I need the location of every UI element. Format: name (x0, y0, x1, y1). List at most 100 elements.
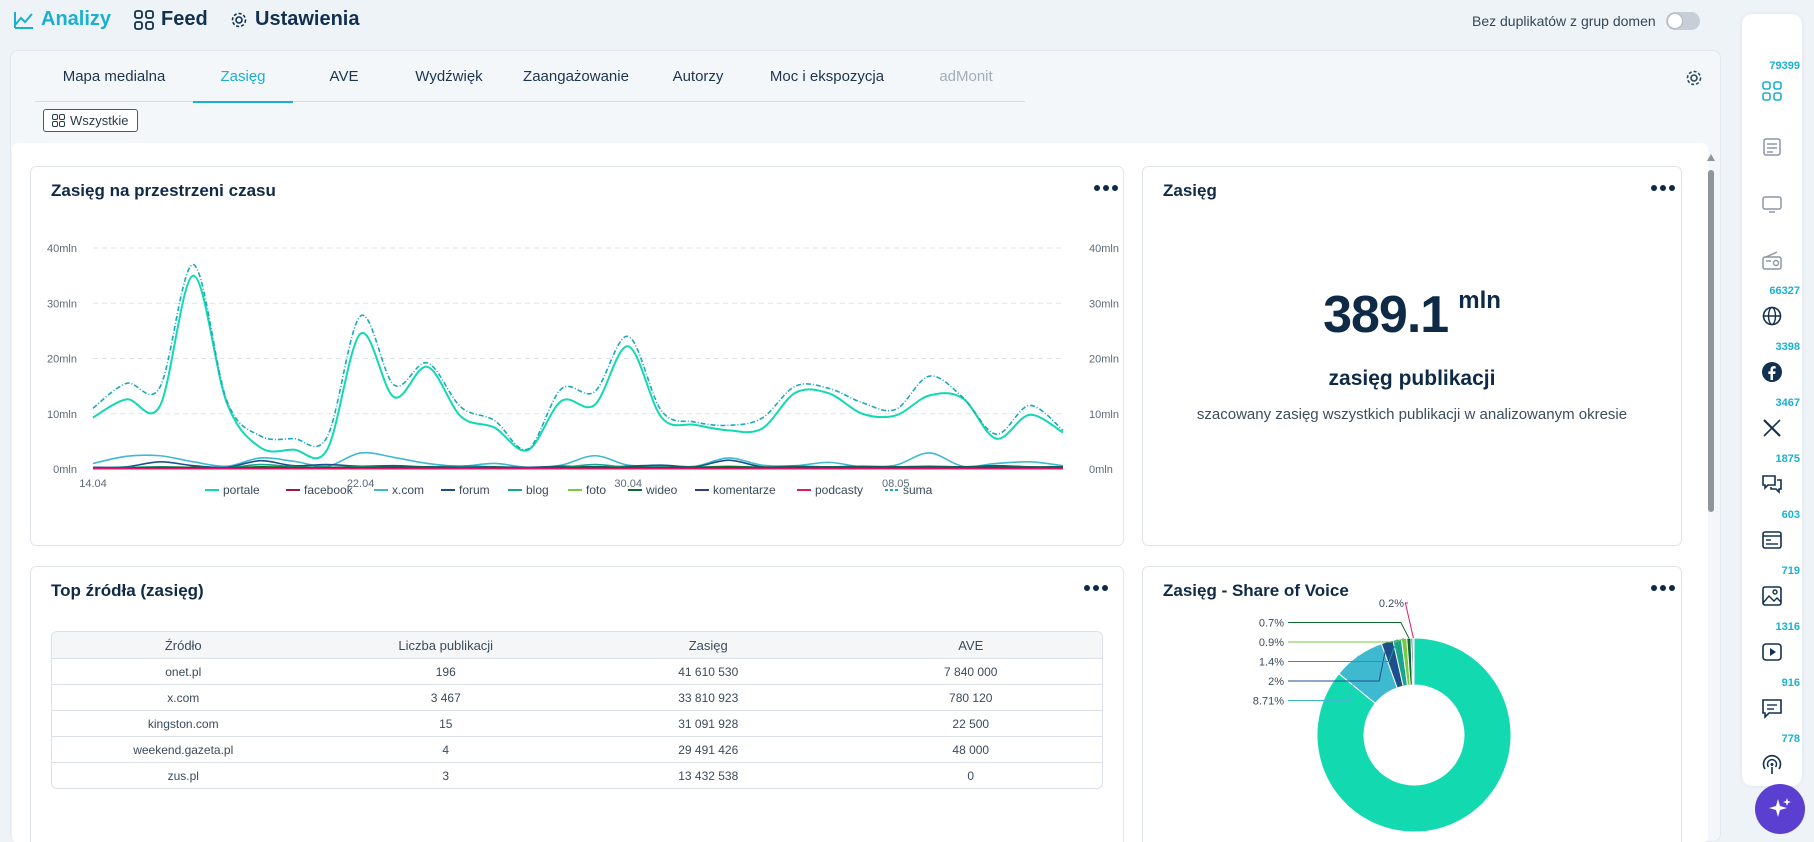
tab-authors[interactable]: Autorzy (672, 68, 724, 85)
nav-feed[interactable]: Feed (134, 8, 208, 31)
sidebar-count: 778 (1781, 733, 1800, 745)
reach-value: 389.1 mln (1143, 285, 1681, 345)
table-cell: 0 (967, 768, 975, 783)
gear-icon[interactable] (1685, 69, 1703, 87)
tv-icon (1762, 196, 1782, 213)
tab-sentiment[interactable]: Wydźwięk (415, 68, 483, 85)
tab-admonit[interactable]: adMonit (939, 68, 993, 85)
grid-icon (1762, 81, 1782, 101)
x-tick-label: 30.04 (614, 478, 642, 490)
slice-label-connector (1288, 655, 1359, 701)
reach-over-time-card: Zasięg na przestrzeni czasu 0mln 0mln 10ml… (30, 166, 1124, 546)
legend-label: wideo (645, 483, 678, 497)
sidebar-count: 719 (1781, 565, 1800, 577)
source-type-sidebar: 79399 66327 3398 3467 1875 603 719 1316 … (1742, 0, 1814, 842)
table-row[interactable]: zus.pl 3 13 432 538 0 (52, 762, 1102, 788)
legend-label: facebook (304, 483, 354, 497)
chat-bubbles-icon (1762, 475, 1782, 494)
slice-label: 1.4% (1259, 657, 1284, 669)
more-options-icon[interactable] (1094, 185, 1118, 191)
tab-ave[interactable]: AVE (329, 68, 359, 85)
table-cell: 780 120 (949, 690, 993, 705)
reach-unit: mln (1458, 287, 1501, 314)
scroll-up-icon[interactable] (1707, 152, 1715, 162)
table-row[interactable]: kingston.com 15 31 091 928 22 500 (52, 710, 1102, 736)
filter-chip-all[interactable]: Wszystkie (43, 109, 138, 132)
sidebar-count: 79399 (1769, 60, 1800, 72)
table-cell: 7 840 000 (944, 664, 998, 679)
nav-settings-label: Ustawienia (255, 8, 360, 30)
table-row[interactable]: weekend.gazeta.pl 4 29 491 426 48 000 (52, 736, 1102, 762)
legend-label: foto (586, 483, 606, 497)
nav-analytics[interactable]: Analizy (14, 8, 111, 31)
table-cell: weekend.gazeta.pl (133, 742, 234, 757)
sidebar-count: 3467 (1775, 397, 1800, 409)
card-title: Zasięg na przestrzeni czasu (51, 181, 276, 200)
more-options-icon[interactable] (1084, 585, 1108, 591)
y-tick-label-left: 0mln (53, 464, 77, 476)
ai-assistant-button[interactable] (1755, 784, 1805, 834)
table-cell: 48 000 (952, 742, 990, 757)
facebook-icon (1762, 362, 1782, 382)
tab-power-exposure[interactable]: Moc i ekspozycja (769, 68, 885, 85)
filter-chip-label: Wszystkie (70, 113, 129, 128)
radio-icon (1762, 251, 1782, 270)
x-tick-label: 08.05 (882, 478, 910, 490)
table-cell: 4 (442, 742, 450, 757)
reach-line-chart: 0mln 0mln 10mln 10mln 20mln 20mln 30mln 30mln 40… (47, 243, 1119, 497)
series-line-portale (92, 274, 1064, 460)
legend-label: portale (223, 483, 260, 497)
column-header[interactable]: AVE (958, 637, 984, 653)
y-tick-label-right: 20mln (1089, 354, 1119, 366)
y-tick-label-left: 30mln (47, 298, 77, 310)
sidebar-card (1742, 14, 1802, 786)
gear-icon (231, 12, 247, 27)
analytics-panel: Mapa medialna Zasięg AVE Wydźwięk Zaanga… (10, 50, 1721, 842)
column-header[interactable]: Zasięg (688, 637, 728, 653)
tab-reach[interactable]: Zasięg (193, 51, 293, 103)
newspaper-icon (1763, 138, 1781, 156)
column-header[interactable]: Liczba publikacji (398, 637, 494, 653)
slice-label: 0.7% (1259, 618, 1284, 630)
image-icon (1762, 586, 1782, 606)
reach-label: zasięg publikacji (1328, 367, 1496, 390)
table-cell: kingston.com (147, 716, 219, 731)
legend-label: forum (459, 483, 490, 497)
y-tick-label-right: 10mln (1089, 409, 1119, 421)
slice-label-connector (1288, 638, 1405, 643)
slice-label-connector (1288, 639, 1398, 662)
slice-label-connector (1404, 602, 1414, 639)
y-tick-label-left: 10mln (47, 409, 77, 421)
y-tick-label-left: 40mln (47, 243, 77, 255)
sidebar-count: 1316 (1775, 621, 1800, 633)
table-cell: 196 (435, 664, 456, 679)
sidebar-count: 916 (1781, 677, 1800, 689)
table-row[interactable]: x.com 3 467 33 810 923 780 120 (52, 684, 1102, 710)
share-of-voice-card: Zasięg - Share of Voice 8.71% 2% 1.4% 0.9% 0… (1142, 566, 1682, 842)
series-line-xcom (92, 451, 1064, 469)
more-options-icon[interactable] (1651, 185, 1675, 191)
table-row[interactable]: onet.pl 196 41 610 530 7 840 000 (52, 658, 1102, 684)
nav-feed-label: Feed (161, 8, 208, 30)
dedup-toggle-group: Bez duplikatów z grup domen (1472, 12, 1700, 30)
table-cell: 15 (439, 716, 453, 731)
nav-settings[interactable]: Ustawienia (230, 8, 359, 31)
content-scrollbar[interactable] (1707, 152, 1715, 842)
reach-description: szacowany zasięg wszystkich publikacji w… (1196, 406, 1628, 423)
scroll-thumb[interactable] (1708, 170, 1714, 512)
card-title: Top źródła (zasięg) (51, 581, 204, 600)
more-options-icon[interactable] (1651, 585, 1675, 591)
slice-label: 0.9% (1259, 637, 1284, 649)
tab-media-map[interactable]: Mapa medialna (62, 68, 166, 85)
top-sources-table: Źródło Liczba publikacji Zasięg AVE onet… (51, 631, 1103, 789)
legend-label: suma (903, 483, 933, 497)
grid-icon (134, 9, 154, 30)
column-header[interactable]: Źródło (164, 637, 202, 653)
dedup-toggle[interactable] (1665, 12, 1700, 30)
card-title: Zasięg - Share of Voice (1163, 581, 1349, 600)
table-cell: 13 432 538 (678, 768, 739, 783)
card-title: Zasięg (1163, 181, 1217, 200)
grid-icon (52, 114, 65, 127)
tab-engagement[interactable]: Zaangażowanie (523, 68, 629, 85)
reach-kpi-card: Zasięg 389.1 mln zasięg publikacji szacow… (1142, 166, 1682, 546)
